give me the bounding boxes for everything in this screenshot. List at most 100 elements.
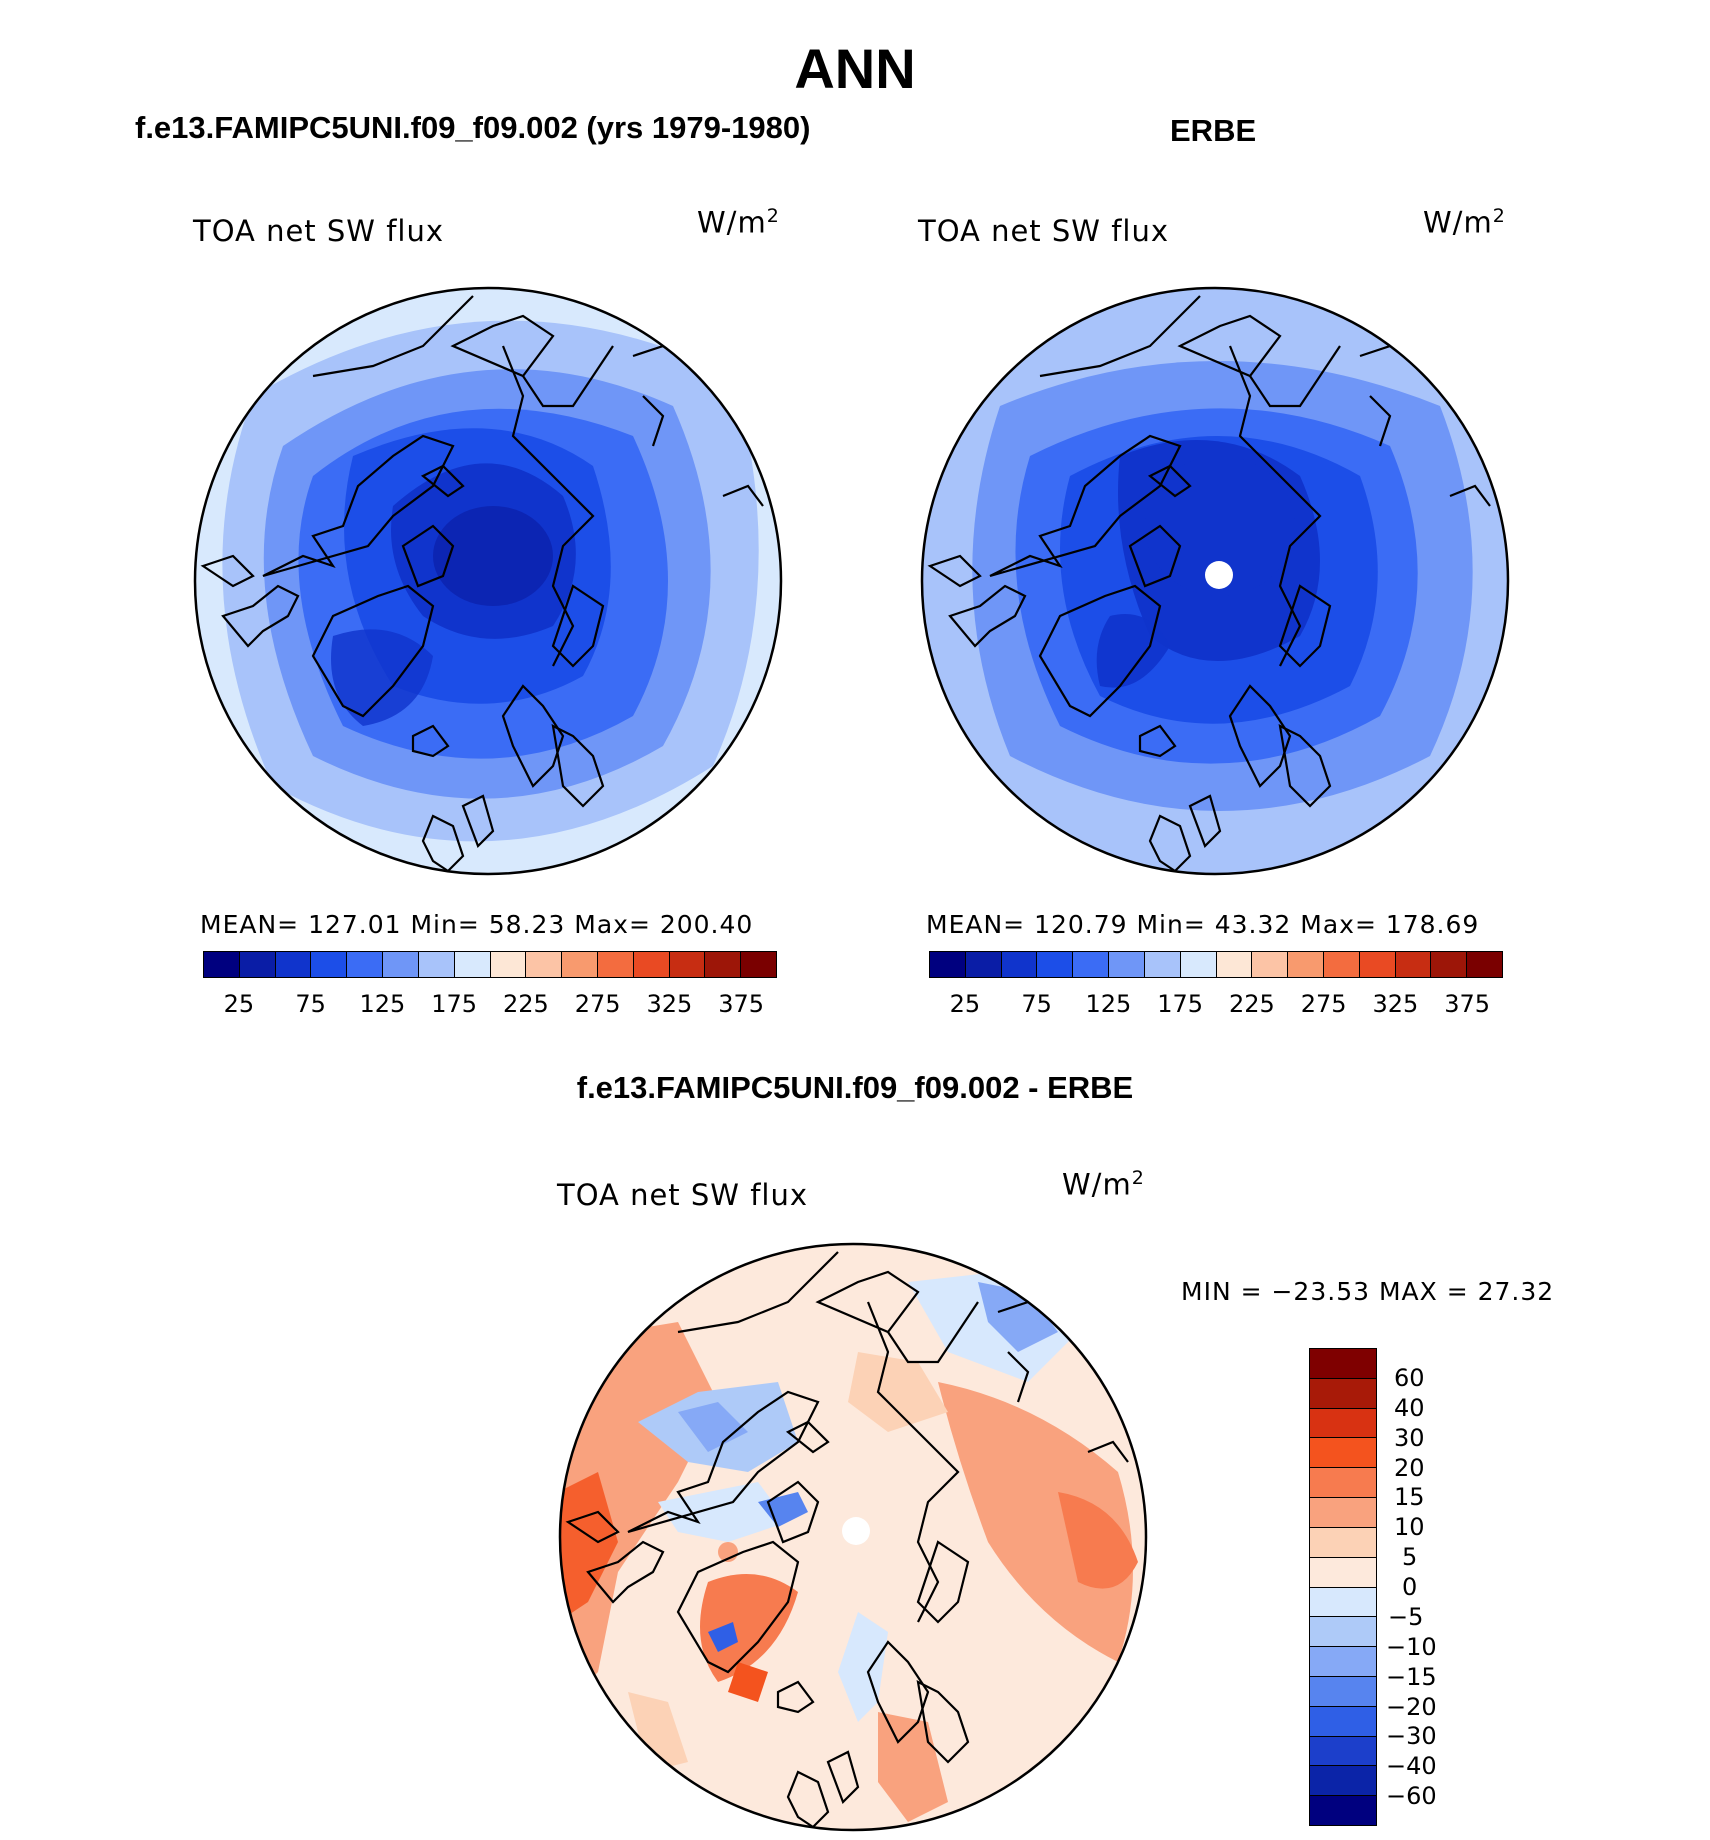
colorbar-swatch: [633, 952, 670, 977]
units-text: W/m: [1062, 1167, 1132, 1202]
panel-diff-variable-label: TOA net SW flux: [557, 1178, 809, 1212]
colorbar-swatch: [1310, 1647, 1376, 1677]
colorbar-tick-label: 30: [1394, 1423, 1425, 1452]
colorbar-tick-label: 125: [359, 990, 406, 1018]
colorbar-tick-label: 275: [574, 990, 621, 1018]
colorbar-tick-label: 10: [1394, 1513, 1425, 1542]
panel-model-colorbar-ticks: 25 75 125 175 225 275 325 375: [203, 990, 777, 1020]
panel-model-variable-label: TOA net SW flux: [193, 214, 445, 248]
colorbar-swatch: [741, 952, 776, 977]
colorbar-tick-label: 25: [949, 990, 981, 1018]
colorbar-tick-label: 325: [1372, 990, 1419, 1018]
colorbar-tick-label: 25: [223, 990, 255, 1018]
colorbar-tick-label: −60: [1386, 1782, 1437, 1811]
colorbar-tick-label: 60: [1394, 1363, 1425, 1392]
colorbar-tick-label: −20: [1386, 1692, 1437, 1721]
panel-diff-colorbar: [1309, 1348, 1377, 1826]
colorbar-swatch: [1323, 952, 1360, 977]
colorbar-tick-label: 225: [1228, 990, 1275, 1018]
colorbar-tick-label: 0: [1402, 1573, 1418, 1601]
panel-model-units: W/m2: [697, 205, 780, 240]
colorbar-tick-label: −40: [1386, 1752, 1437, 1781]
colorbar-swatch: [383, 952, 419, 977]
colorbar-swatch: [1310, 1408, 1376, 1439]
colorbar-tick-label: 175: [431, 990, 477, 1018]
colorbar-swatch: [1395, 952, 1432, 977]
colorbar-swatch: [204, 952, 240, 977]
colorbar-swatch: [1073, 952, 1110, 977]
panel-obs-units: W/m2: [1423, 205, 1506, 240]
units-text: W/m: [1423, 205, 1493, 240]
colorbar-swatch: [1310, 1766, 1376, 1797]
panel-model-case-title: f.e13.FAMIPC5UNI.f09_f09.002 (yrs 1979-1…: [135, 110, 811, 145]
colorbar-tick-label: −10: [1386, 1632, 1437, 1661]
colorbar-swatch: [490, 952, 527, 977]
panel-model-polar-map: [193, 286, 783, 876]
units-exponent: 2: [1131, 1167, 1145, 1189]
colorbar-swatch: [1109, 952, 1145, 977]
colorbar-swatch: [311, 952, 348, 977]
colorbar-tick-label: −30: [1386, 1722, 1437, 1751]
colorbar-swatch: [347, 952, 384, 977]
colorbar-tick-label: 40: [1394, 1393, 1425, 1422]
colorbar-swatch: [1310, 1498, 1376, 1528]
colorbar-swatch: [1216, 952, 1253, 977]
colorbar-swatch: [1310, 1706, 1376, 1737]
colorbar-swatch: [1310, 1557, 1376, 1588]
panel-model-stats: MEAN= 127.01 Min= 58.23 Max= 200.40: [200, 910, 754, 939]
panel-obs-case-title: ERBE: [1170, 113, 1257, 148]
colorbar-swatch: [1310, 1349, 1376, 1379]
colorbar-tick-label: 5: [1402, 1543, 1418, 1572]
units-exponent: 2: [1492, 205, 1506, 227]
panel-diff-stats: MIN = −23.53 MAX = 27.32: [1181, 1277, 1555, 1306]
colorbar-tick-label: 20: [1394, 1453, 1425, 1482]
colorbar-swatch: [669, 952, 706, 977]
units-text: W/m: [697, 205, 767, 240]
colorbar-swatch: [1252, 952, 1289, 977]
colorbar-tick-label: 225: [502, 990, 549, 1018]
colorbar-swatch: [1037, 952, 1074, 977]
colorbar-swatch: [1310, 1617, 1376, 1648]
colorbar-swatch: [705, 952, 742, 977]
colorbar-tick-label: −15: [1386, 1662, 1437, 1691]
colorbar-swatch: [1310, 1468, 1376, 1499]
panel-model-colorbar: [203, 951, 777, 978]
panel-diff-polar-map: [558, 1242, 1148, 1832]
colorbar-swatch: [1359, 952, 1396, 977]
colorbar-tick-label: 175: [1157, 990, 1203, 1018]
colorbar-tick-label: 375: [1444, 990, 1490, 1018]
colorbar-swatch: [1310, 1676, 1376, 1707]
colorbar-tick-label: 325: [646, 990, 693, 1018]
colorbar-swatch: [239, 952, 276, 977]
figure-title: ANN: [794, 37, 916, 100]
colorbar-swatch: [1144, 952, 1181, 977]
colorbar-swatch: [526, 952, 563, 977]
colorbar-tick-label: 125: [1085, 990, 1132, 1018]
panel-diff-case-title: f.e13.FAMIPC5UNI.f09_f09.002 - ERBE: [576, 1070, 1134, 1105]
colorbar-swatch: [418, 952, 455, 977]
colorbar-swatch: [1180, 952, 1217, 977]
colorbar-swatch: [930, 952, 966, 977]
colorbar-swatch: [454, 952, 491, 977]
colorbar-swatch: [597, 952, 634, 977]
colorbar-swatch: [1288, 952, 1324, 977]
colorbar-tick-label: 75: [1021, 990, 1052, 1018]
colorbar-tick-label: −5: [1388, 1602, 1424, 1631]
colorbar-swatch: [1431, 952, 1468, 977]
colorbar-swatch: [1310, 1736, 1376, 1767]
colorbar-tick-label: 75: [295, 990, 326, 1018]
panel-diff-colorbar-ticks: 60 40 30 20 15 10 5 0 −5 −10 −15 −20 −30…: [1386, 1348, 1466, 1826]
panel-obs-colorbar-ticks: 25 75 125 175 225 275 325 375: [929, 990, 1503, 1020]
colorbar-swatch: [965, 952, 1002, 977]
colorbar-swatch: [562, 952, 598, 977]
colorbar-tick-label: 275: [1300, 990, 1347, 1018]
colorbar-swatch: [1310, 1378, 1376, 1409]
colorbar-swatch: [1310, 1438, 1376, 1469]
colorbar-tick-label: 375: [718, 990, 764, 1018]
colorbar-swatch: [1310, 1587, 1376, 1618]
colorbar-swatch: [275, 952, 312, 977]
colorbar-swatch: [1310, 1796, 1376, 1825]
colorbar-swatch: [1001, 952, 1038, 977]
colorbar-swatch: [1310, 1527, 1376, 1558]
colorbar-swatch: [1467, 952, 1502, 977]
